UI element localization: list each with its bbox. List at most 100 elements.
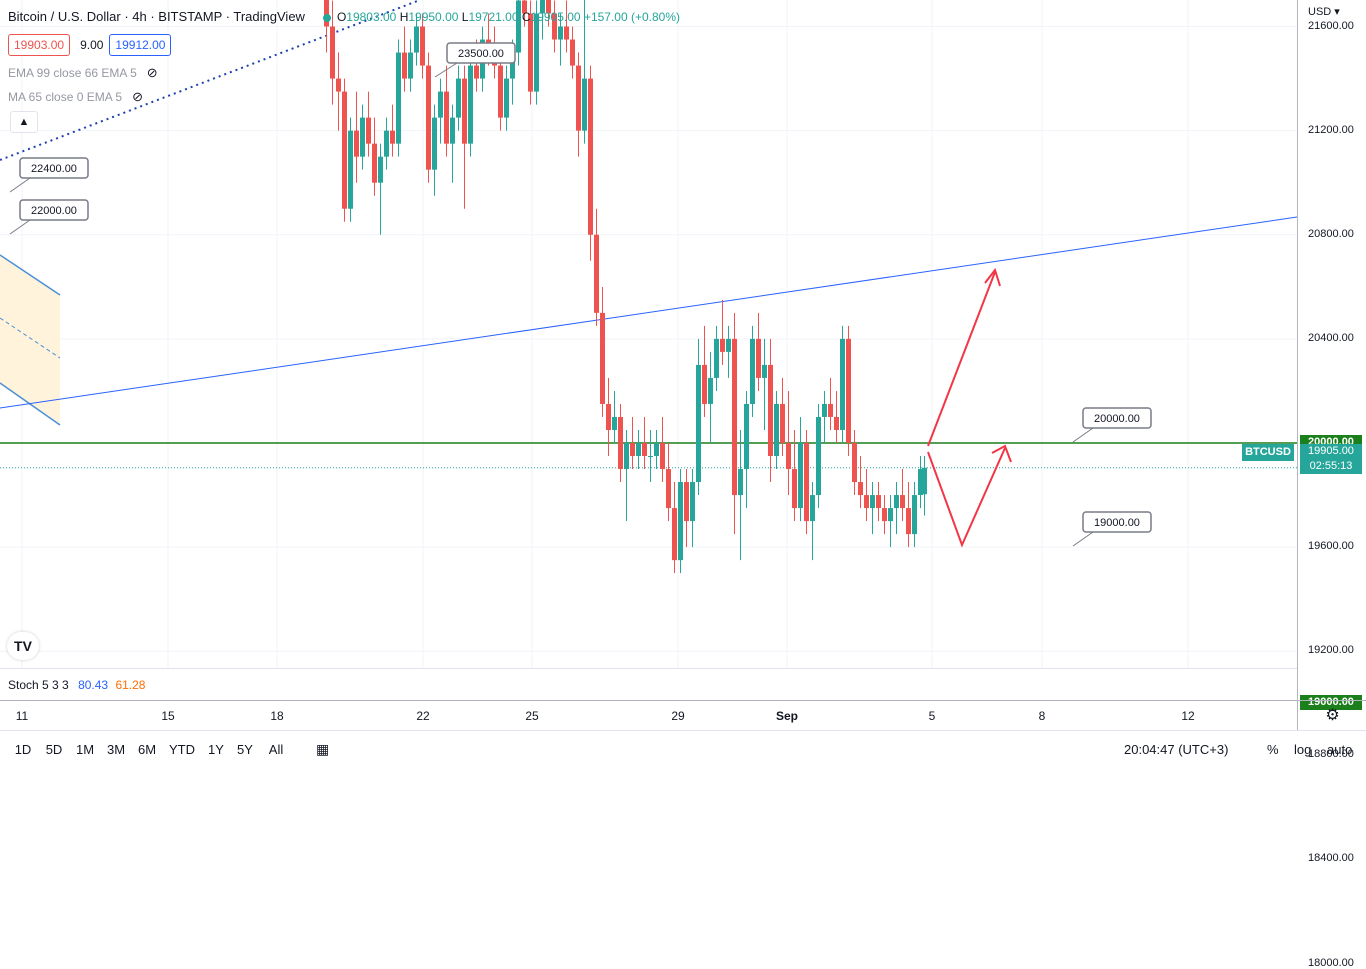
- candle-body[interactable]: [846, 338, 851, 443]
- candle-body[interactable]: [888, 508, 893, 522]
- candle-body[interactable]: [564, 26, 569, 40]
- candle-body[interactable]: [906, 508, 911, 535]
- candle-body[interactable]: [822, 403, 827, 417]
- candle-body[interactable]: [816, 416, 821, 496]
- candle-body[interactable]: [360, 117, 365, 157]
- candle-body[interactable]: [456, 78, 461, 118]
- candle-body[interactable]: [504, 78, 509, 118]
- candle-body[interactable]: [918, 469, 923, 496]
- candle-body[interactable]: [372, 143, 377, 183]
- candle-body[interactable]: [534, 13, 539, 92]
- candle-body[interactable]: [852, 443, 857, 483]
- candle-body[interactable]: [654, 443, 659, 457]
- candle-body[interactable]: [558, 26, 563, 40]
- candle-body[interactable]: [402, 52, 407, 79]
- candle-body[interactable]: [684, 482, 689, 522]
- candle-body[interactable]: [726, 338, 731, 352]
- candle-body[interactable]: [600, 312, 605, 404]
- candle-body[interactable]: [738, 469, 743, 496]
- candle-body[interactable]: [756, 338, 761, 378]
- candle-body[interactable]: [690, 482, 695, 522]
- indicator-legend-ema[interactable]: EMA 99 close 66 EMA 5 ⊘: [8, 65, 158, 81]
- calendar-goto-icon[interactable]: ▦: [316, 741, 330, 757]
- candle-body[interactable]: [702, 364, 707, 404]
- percent-scale-button[interactable]: %: [1267, 742, 1279, 757]
- candle-body[interactable]: [912, 495, 917, 535]
- candle-body[interactable]: [720, 338, 725, 352]
- candle-body[interactable]: [882, 508, 887, 522]
- buy-price-button[interactable]: 19912.00: [109, 34, 172, 56]
- candle-body[interactable]: [450, 117, 455, 144]
- candle-body[interactable]: [324, 0, 329, 27]
- candle-body[interactable]: [774, 403, 779, 457]
- callout-box[interactable]: [446, 42, 516, 64]
- candle-body[interactable]: [618, 416, 623, 470]
- candle-body[interactable]: [432, 117, 437, 170]
- candle-body[interactable]: [462, 78, 467, 144]
- candle-body[interactable]: [864, 495, 869, 509]
- candle-body[interactable]: [408, 52, 413, 79]
- candle-body[interactable]: [648, 456, 653, 458]
- candle-body[interactable]: [570, 39, 575, 66]
- gear-icon[interactable]: ⚙: [1297, 700, 1366, 731]
- eye-off-icon[interactable]: ⊘: [146, 65, 158, 80]
- sell-price-button[interactable]: 19903.00: [8, 34, 71, 56]
- range-button-6m[interactable]: 6M: [137, 742, 157, 757]
- symbol-title[interactable]: Bitcoin / U.S. Dollar · 4h · BITSTAMP · …: [8, 9, 305, 24]
- candle-body[interactable]: [894, 495, 899, 509]
- range-button-3m[interactable]: 3M: [106, 742, 126, 757]
- callout-box[interactable]: [19, 199, 89, 221]
- candle-body[interactable]: [870, 495, 875, 509]
- stochastic-pane[interactable]: Stoch 5 3 3 80.43 61.28: [0, 668, 1297, 701]
- candle-body[interactable]: [498, 65, 503, 118]
- candle-body[interactable]: [696, 364, 701, 483]
- candle-body[interactable]: [384, 130, 389, 157]
- time-axis[interactable]: 11 15 18 22 25 29 Sep 5 8 12: [0, 700, 1297, 731]
- candle-body[interactable]: [672, 508, 677, 561]
- candle-body[interactable]: [348, 130, 353, 209]
- range-button-5y[interactable]: 5Y: [237, 742, 253, 757]
- candle-body[interactable]: [660, 443, 665, 470]
- eye-off-icon[interactable]: ⊘: [132, 89, 143, 104]
- callout-box[interactable]: [1082, 407, 1152, 429]
- candle-body[interactable]: [810, 495, 815, 522]
- candle-body[interactable]: [840, 338, 845, 430]
- candle-body[interactable]: [330, 26, 335, 79]
- candle-body[interactable]: [438, 91, 443, 118]
- auto-scale-button[interactable]: auto: [1327, 742, 1353, 757]
- candle-body[interactable]: [708, 377, 713, 404]
- candle-body[interactable]: [420, 26, 425, 66]
- currency-selector[interactable]: USD ▾: [1308, 6, 1340, 18]
- candle-body[interactable]: [786, 443, 791, 470]
- symbol-legend[interactable]: Bitcoin / U.S. Dollar · 4h · BITSTAMP · …: [8, 9, 680, 24]
- candle-body[interactable]: [540, 0, 545, 14]
- candle-body[interactable]: [744, 403, 749, 470]
- candle-body[interactable]: [582, 78, 587, 131]
- candle-body[interactable]: [414, 26, 419, 53]
- candle-body[interactable]: [426, 65, 431, 170]
- callout-box[interactable]: [19, 157, 89, 179]
- candle-body[interactable]: [666, 469, 671, 509]
- candle-body[interactable]: [588, 78, 593, 235]
- candle-body[interactable]: [336, 78, 341, 92]
- candle-body[interactable]: [390, 130, 395, 144]
- candle-body[interactable]: [546, 0, 551, 14]
- chevron-up-icon[interactable]: ▲: [10, 111, 38, 133]
- candle-body[interactable]: [780, 403, 785, 443]
- chart-area[interactable]: 23500.00 22400.00 22000.00 20000.00 19000.00…: [0, 0, 1297, 668]
- range-button-1m[interactable]: 1M: [75, 742, 95, 757]
- candle-body[interactable]: [768, 364, 773, 457]
- candle-body[interactable]: [474, 65, 479, 79]
- candle-body[interactable]: [732, 338, 737, 496]
- candle-body[interactable]: [900, 495, 905, 509]
- candle-body[interactable]: [642, 443, 647, 457]
- indicator-legend-ma[interactable]: MA 65 close 0 EMA 5 ⊘: [8, 89, 143, 105]
- candle-body[interactable]: [528, 13, 533, 92]
- candle-body[interactable]: [798, 443, 803, 509]
- candle-body[interactable]: [606, 403, 611, 430]
- candle-body[interactable]: [444, 91, 449, 144]
- candle-body[interactable]: [922, 467, 927, 495]
- stoch-legend[interactable]: Stoch 5 3 3 80.43 61.28: [8, 678, 146, 692]
- log-scale-button[interactable]: log: [1294, 742, 1312, 757]
- candle-body[interactable]: [510, 52, 515, 79]
